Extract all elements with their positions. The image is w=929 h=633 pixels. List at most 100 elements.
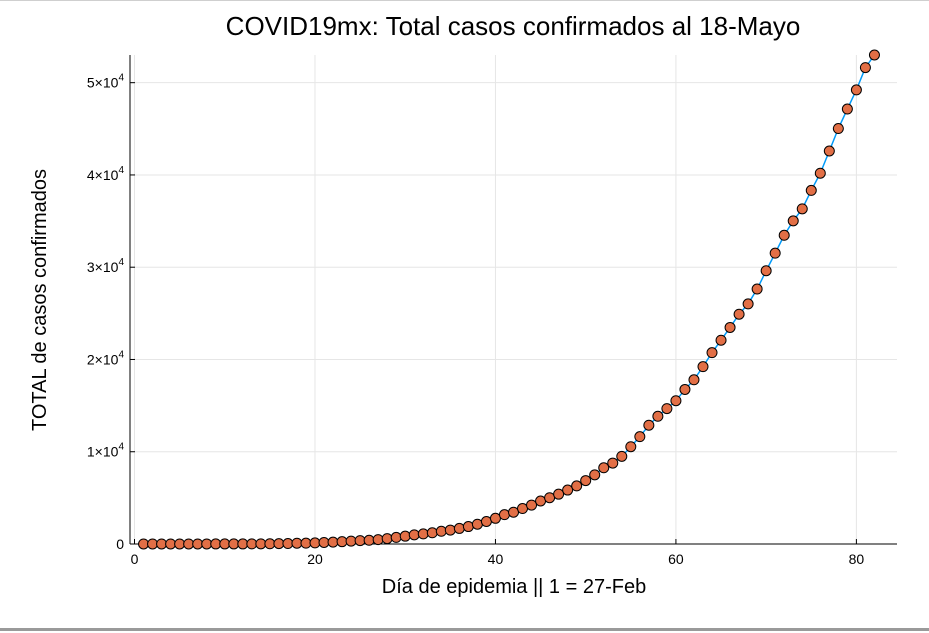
data-point bbox=[165, 538, 177, 550]
data-point bbox=[237, 538, 249, 550]
x-tick-label: 40 bbox=[488, 551, 504, 567]
x-tick-label: 80 bbox=[849, 551, 865, 567]
data-point bbox=[553, 488, 565, 500]
y-tick-label: 2×104 bbox=[87, 349, 125, 367]
x-tick-labels: 0 20 40 60 80 bbox=[131, 551, 865, 567]
data-point bbox=[309, 537, 321, 549]
data-point bbox=[453, 522, 465, 534]
data-point bbox=[688, 374, 700, 386]
data-point bbox=[471, 518, 483, 530]
data-point bbox=[706, 347, 718, 359]
data-point bbox=[643, 419, 655, 431]
data-point bbox=[372, 534, 384, 546]
data-point bbox=[598, 462, 610, 474]
grid-lines bbox=[130, 55, 897, 545]
data-point bbox=[751, 283, 763, 295]
data-point bbox=[616, 450, 628, 462]
series-line bbox=[143, 54, 876, 545]
data-point bbox=[345, 535, 357, 547]
data-point bbox=[273, 538, 285, 550]
data-point bbox=[408, 529, 420, 541]
top-border bbox=[0, 0, 929, 1]
y-tick-label: 4×104 bbox=[87, 165, 125, 183]
data-point bbox=[679, 383, 691, 395]
data-point bbox=[327, 536, 339, 548]
data-point bbox=[607, 457, 619, 469]
data-point bbox=[390, 531, 402, 543]
data-point bbox=[462, 521, 474, 533]
data-point bbox=[832, 123, 844, 135]
data-point bbox=[589, 469, 601, 481]
data-point bbox=[823, 145, 835, 157]
data-point bbox=[562, 484, 574, 496]
data-point bbox=[796, 203, 808, 215]
data-point bbox=[444, 524, 456, 536]
data-point bbox=[417, 528, 429, 540]
data-point bbox=[778, 229, 790, 241]
y-tick-label: 3×104 bbox=[87, 257, 125, 275]
data-point bbox=[426, 527, 438, 539]
x-axis-label: Día de epidemia || 1 = 27-Feb bbox=[382, 576, 646, 598]
data-point bbox=[282, 538, 294, 550]
data-point bbox=[526, 499, 538, 511]
y-tick-label: 5×104 bbox=[87, 73, 125, 91]
data-point bbox=[480, 515, 492, 527]
data-point bbox=[174, 538, 186, 550]
y-tick-label: 0 bbox=[116, 536, 124, 552]
data-point bbox=[634, 431, 646, 443]
data-point bbox=[219, 538, 231, 550]
data-point bbox=[192, 538, 204, 550]
data-point bbox=[652, 410, 664, 422]
data-point bbox=[670, 395, 682, 407]
data-point bbox=[399, 530, 411, 542]
y-axis-label: TOTAL de casos confirmados bbox=[29, 169, 51, 431]
data-point bbox=[760, 265, 772, 277]
data-point bbox=[363, 534, 375, 546]
data-point bbox=[841, 103, 853, 115]
data-point bbox=[381, 533, 393, 545]
data-point bbox=[544, 492, 556, 504]
data-point bbox=[625, 441, 637, 453]
data-point bbox=[814, 167, 826, 179]
data-point bbox=[354, 535, 366, 547]
x-tick-label: 0 bbox=[131, 551, 139, 567]
data-point bbox=[156, 538, 168, 550]
data-point bbox=[850, 84, 862, 96]
cases-series bbox=[138, 49, 880, 550]
data-point bbox=[535, 495, 547, 507]
data-point bbox=[489, 512, 501, 524]
data-point bbox=[517, 503, 529, 515]
y-tick-labels: 0 1×104 2×104 3×104 4×104 5×104 bbox=[87, 73, 125, 552]
data-point bbox=[300, 537, 312, 549]
data-point bbox=[201, 538, 213, 550]
data-point bbox=[147, 538, 159, 550]
data-point bbox=[508, 506, 519, 518]
data-point bbox=[733, 308, 745, 320]
data-point bbox=[571, 480, 583, 492]
data-point bbox=[724, 321, 736, 333]
data-point bbox=[859, 62, 871, 74]
y-tick-label: 1×104 bbox=[87, 442, 125, 460]
chart-title: COVID19mx: Total casos confirmados al 18… bbox=[226, 11, 801, 41]
data-point bbox=[769, 247, 781, 259]
data-point bbox=[318, 536, 330, 548]
data-point bbox=[138, 538, 150, 550]
data-point bbox=[498, 509, 510, 521]
data-point bbox=[787, 215, 799, 227]
data-point bbox=[210, 538, 222, 550]
data-point bbox=[742, 298, 754, 310]
data-point bbox=[183, 538, 195, 550]
data-point bbox=[255, 538, 267, 550]
data-point bbox=[264, 538, 276, 550]
data-point bbox=[336, 536, 348, 548]
bottom-border bbox=[0, 628, 929, 631]
data-point bbox=[291, 537, 303, 549]
data-point bbox=[661, 403, 673, 415]
data-point bbox=[868, 49, 880, 61]
data-point bbox=[435, 525, 447, 537]
x-tick-label: 60 bbox=[668, 551, 684, 567]
data-point bbox=[805, 184, 817, 196]
data-point bbox=[580, 475, 592, 487]
